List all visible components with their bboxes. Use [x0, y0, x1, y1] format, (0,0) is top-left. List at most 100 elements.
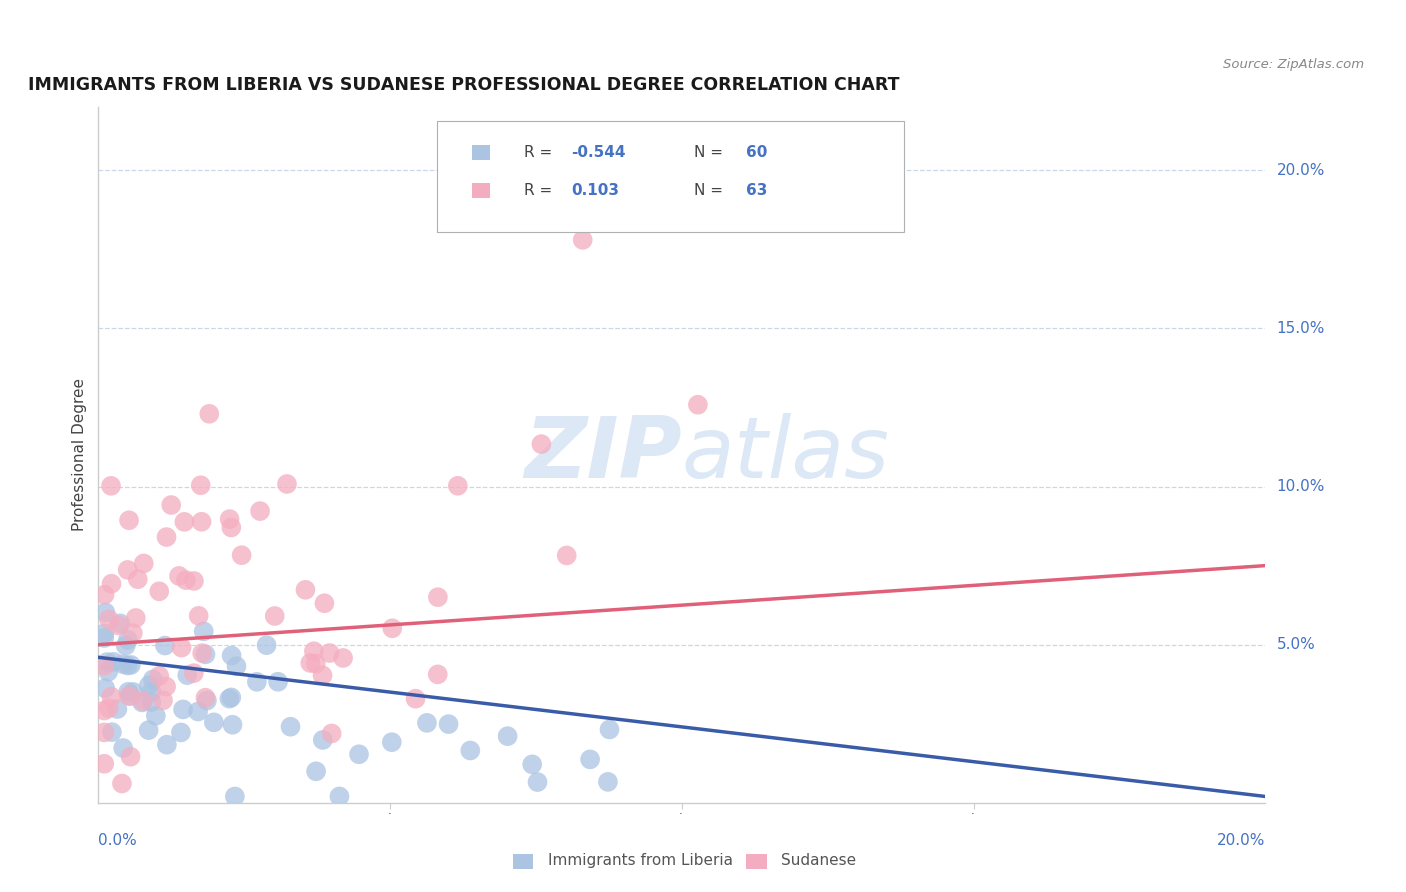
Point [280, 720, 302, 734]
Point [93, 756, 115, 771]
Point [347, 747, 370, 762]
Point [571, 233, 593, 247]
Point [114, 639, 136, 653]
Text: 63: 63 [747, 183, 768, 198]
Text: 60: 60 [747, 145, 768, 160]
Point [312, 733, 335, 747]
Point [132, 694, 155, 708]
Point [118, 513, 141, 527]
Point [405, 691, 427, 706]
Text: N =: N = [693, 145, 727, 160]
FancyBboxPatch shape [513, 854, 533, 869]
Point [117, 632, 139, 647]
Text: Source: ZipAtlas.com: Source: ZipAtlas.com [1223, 58, 1364, 71]
Text: 20.0%: 20.0% [1277, 163, 1324, 178]
Point [93, 725, 115, 739]
Point [416, 715, 439, 730]
Point [97, 665, 120, 679]
Point [194, 648, 217, 662]
Point [131, 695, 153, 709]
Point [176, 668, 198, 682]
Point [231, 548, 253, 562]
Point [98, 612, 121, 626]
Point [132, 557, 155, 571]
Point [96, 655, 118, 669]
Point [120, 657, 142, 672]
Point [437, 717, 460, 731]
Point [138, 723, 160, 738]
Point [579, 752, 602, 766]
Point [190, 515, 212, 529]
Point [202, 715, 225, 730]
Point [117, 685, 139, 699]
Text: R =: R = [524, 145, 558, 160]
Text: N =: N = [693, 183, 727, 198]
Point [148, 669, 170, 683]
Point [598, 723, 620, 737]
Text: ZIP: ZIP [524, 413, 682, 497]
Point [142, 673, 165, 687]
Point [93, 626, 115, 640]
Point [218, 691, 240, 706]
Y-axis label: Professional Degree: Professional Degree [72, 378, 87, 532]
Point [125, 611, 148, 625]
Point [100, 690, 122, 704]
Text: 0.0%: 0.0% [98, 833, 138, 848]
Point [496, 729, 519, 743]
Point [111, 776, 134, 790]
Point [121, 626, 143, 640]
Point [138, 678, 160, 692]
Point [141, 695, 163, 709]
Text: Sudanese: Sudanese [782, 853, 856, 868]
Point [93, 658, 115, 673]
Point [276, 477, 298, 491]
Point [155, 530, 177, 544]
Point [172, 702, 194, 716]
Point [311, 668, 333, 682]
Point [447, 479, 470, 493]
Point [221, 690, 243, 705]
Point [530, 437, 553, 451]
Point [97, 701, 120, 715]
Point [294, 582, 316, 597]
Point [198, 407, 221, 421]
Point [321, 726, 343, 740]
Point [190, 478, 212, 492]
Point [555, 549, 578, 563]
Point [183, 666, 205, 681]
Point [381, 735, 404, 749]
Point [426, 667, 449, 681]
Point [302, 644, 325, 658]
Point [93, 631, 115, 645]
Text: R =: R = [524, 183, 558, 198]
Point [127, 572, 149, 586]
Point [145, 708, 167, 723]
Text: IMMIGRANTS FROM LIBERIA VS SUDANESE PROFESSIONAL DEGREE CORRELATION CHART: IMMIGRANTS FROM LIBERIA VS SUDANESE PROF… [28, 77, 900, 95]
Point [522, 757, 544, 772]
Point [100, 576, 122, 591]
Point [426, 590, 449, 604]
Point [117, 563, 139, 577]
FancyBboxPatch shape [747, 854, 766, 869]
Point [107, 702, 129, 716]
Text: 5.0%: 5.0% [1277, 637, 1315, 652]
Text: 15.0%: 15.0% [1277, 321, 1324, 336]
Point [120, 689, 142, 703]
Point [120, 749, 142, 764]
Point [141, 685, 163, 699]
Point [195, 693, 218, 707]
Point [225, 659, 247, 673]
Point [103, 655, 125, 669]
Point [187, 608, 209, 623]
Point [318, 646, 340, 660]
Text: Immigrants from Liberia: Immigrants from Liberia [548, 853, 733, 868]
Point [221, 717, 243, 731]
Point [381, 621, 404, 635]
Point [153, 639, 176, 653]
Point [100, 479, 122, 493]
Point [299, 656, 322, 670]
FancyBboxPatch shape [472, 145, 489, 160]
FancyBboxPatch shape [472, 183, 489, 198]
Point [170, 640, 193, 655]
Point [117, 658, 139, 673]
